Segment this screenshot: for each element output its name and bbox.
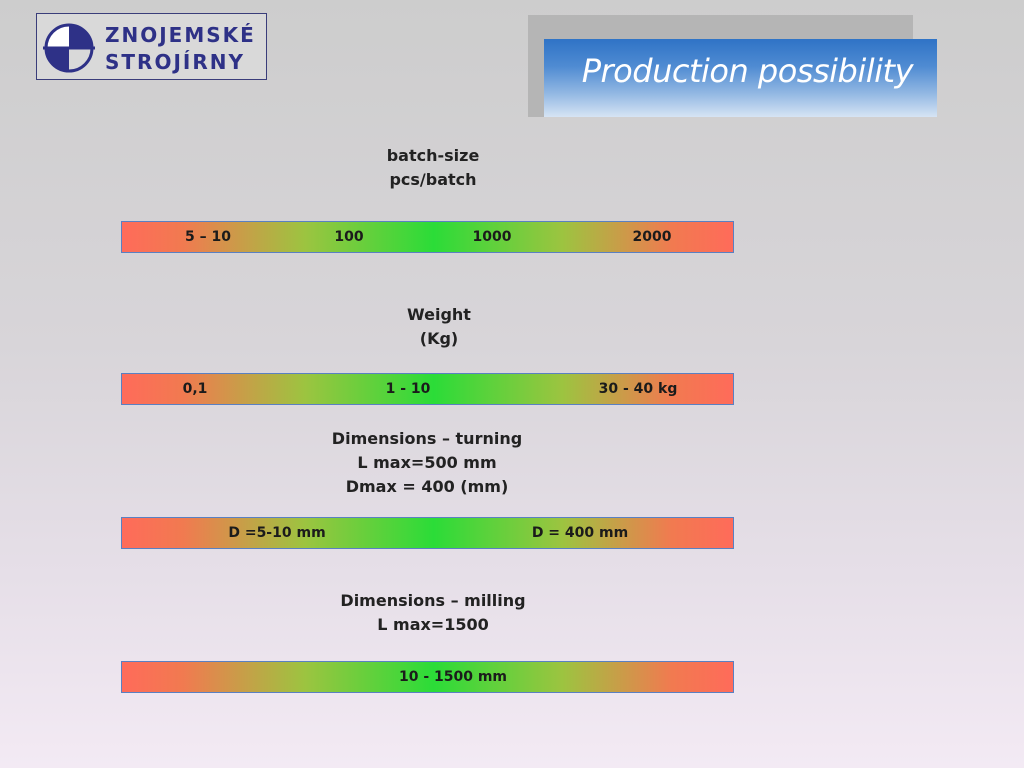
scale-tick-label: 0,1 [182,381,208,397]
title-banner: Production possibility [544,39,937,117]
scale-tick-label: 10 - 1500 mm [398,669,508,685]
scale-tick-label: 100 [334,229,364,245]
label-line: batch-size [386,146,480,165]
weight-label: Weight (Kg) [349,303,529,351]
milling-scale-bar: 10 - 1500 mm [121,661,734,693]
label-line: Dmax = 400 (mm) [345,477,509,496]
scale-tick-label: 1 - 10 [385,381,431,397]
scale-tick-label: 5 – 10 [185,229,231,245]
scale-tick-label: 30 - 40 kg [598,381,678,397]
label-line: Weight [407,305,471,324]
logo-text-line2: STROJÍRNY [105,50,245,74]
turning-scale-bar: D =5-10 mm D = 400 mm [121,517,734,549]
slide-title: Production possibility [581,52,914,90]
label-line: Dimensions – turning [331,429,523,448]
batch-size-label: batch-size pcs/batch [343,144,523,192]
company-logo: ZNOJEMSKÉ STROJÍRNY [36,13,267,80]
scale-tick-label: 2000 [632,229,672,245]
logo-emblem-icon [43,23,95,73]
scale-tick-label: 1000 [472,229,512,245]
turning-dimensions-label: Dimensions – turning L max=500 mm Dmax =… [317,427,537,499]
label-line: (Kg) [419,329,459,348]
label-line: L max=500 mm [357,453,497,472]
label-line: L max=1500 [377,615,489,634]
scale-tick-label: D =5-10 mm [228,525,326,541]
logo-text-line1: ZNOJEMSKÉ [105,23,256,47]
weight-scale-bar: 0,1 1 - 10 30 - 40 kg [121,373,734,405]
batch-size-scale-bar: 5 – 10 100 1000 2000 [121,221,734,253]
label-line: Dimensions – milling [340,591,526,610]
label-line: pcs/batch [389,170,477,189]
scale-tick-label: D = 400 mm [531,525,629,541]
milling-dimensions-label: Dimensions – milling L max=1500 [323,589,543,637]
